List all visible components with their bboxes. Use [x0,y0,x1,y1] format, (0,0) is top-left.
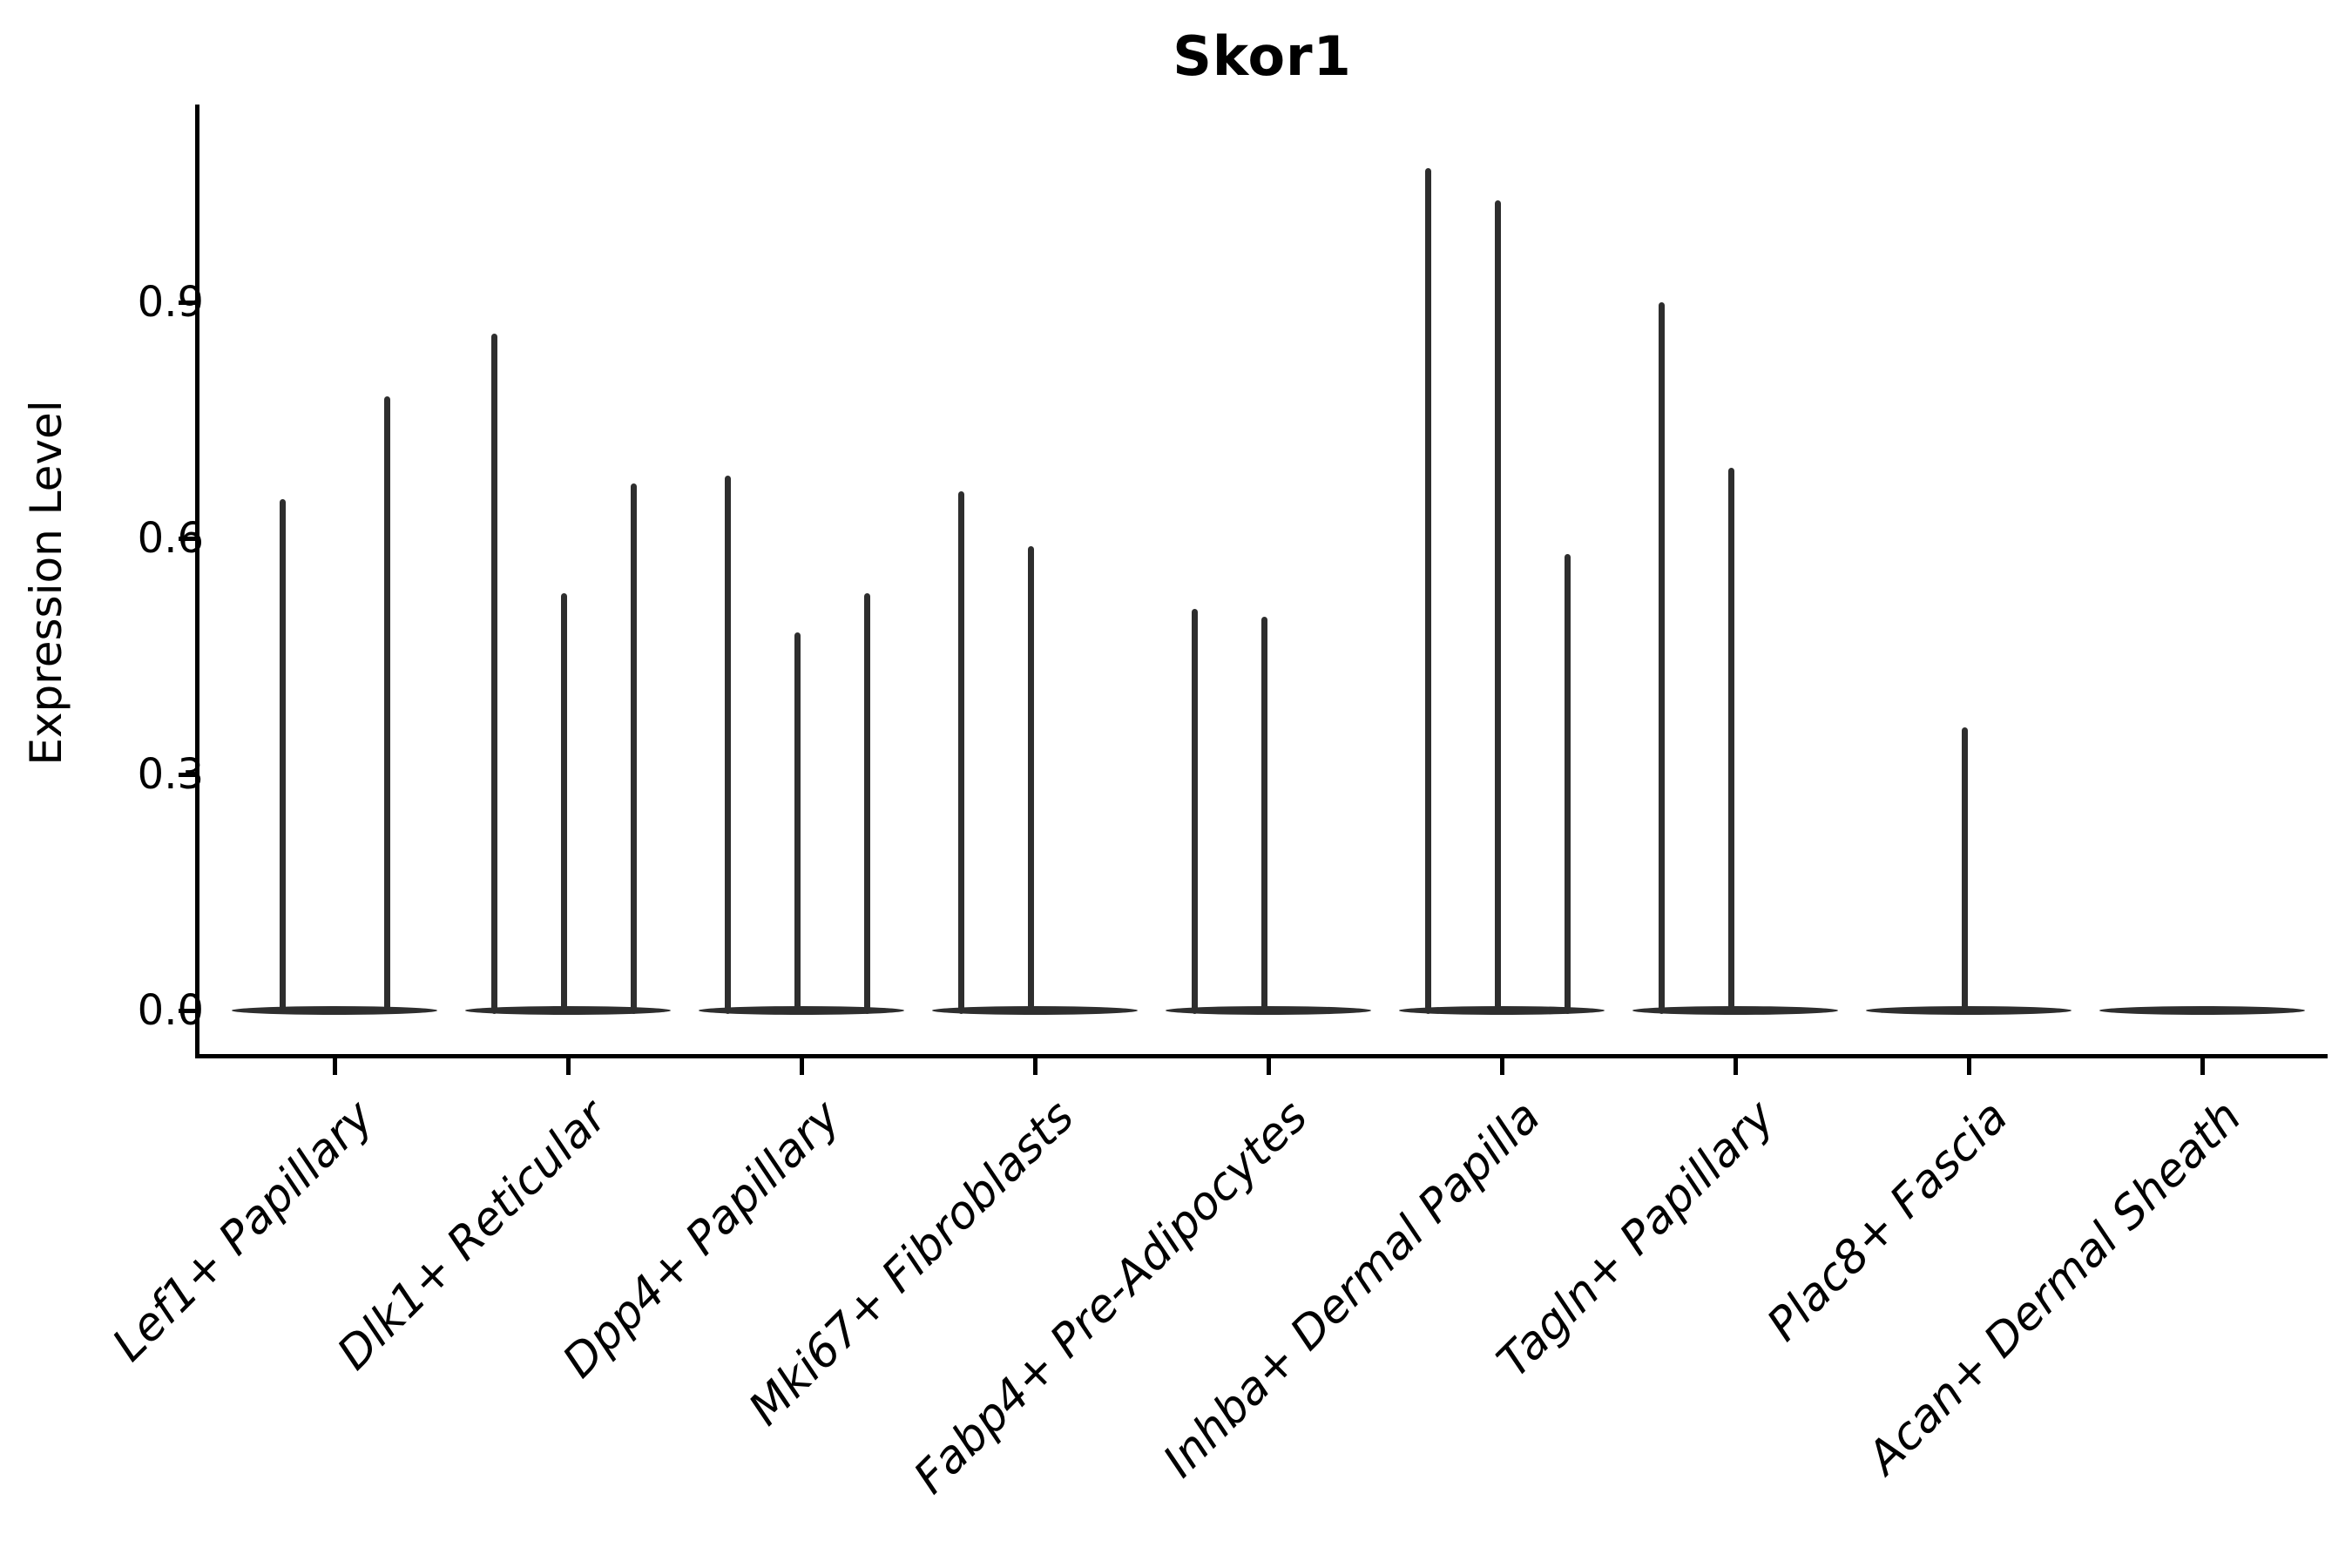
y-tick-mark [179,536,195,541]
x-tick-mark [1266,1058,1271,1075]
y-axis-spine [195,105,199,1057]
violin-baseline [1632,1006,1838,1015]
violin-spike [1260,617,1267,1014]
violin-spike [1727,467,1734,1014]
x-tick-mark [799,1058,804,1075]
y-tick-label: 0.6 [137,514,204,564]
y-tick-mark [179,1008,195,1013]
violin-spike [1191,609,1198,1014]
x-tick-mark [1733,1058,1738,1075]
y-tick-label: 0.0 [137,986,204,1035]
violin-spike [630,483,637,1014]
violin-spike [724,475,731,1014]
y-axis-label: Expression Level [21,400,71,766]
violin-spike [383,396,390,1014]
x-tick-label: Acan+ Dermal Sheath [1857,1091,2252,1484]
violin-baseline [2099,1006,2305,1015]
plot-title: Skor1 [1173,24,1352,88]
violin-spike [560,593,567,1014]
violin-baseline [1166,1006,1371,1015]
violin-spike [863,593,870,1014]
violin-baseline [232,1006,437,1015]
x-tick-mark [1032,1058,1037,1075]
violin-spike [1494,199,1501,1014]
x-tick-mark [332,1058,337,1075]
violin-spike [794,632,801,1014]
violin-spike [1658,302,1665,1014]
violin-baseline [699,1006,904,1015]
x-tick-mark [2200,1058,2205,1075]
violin-spike [1027,546,1034,1014]
y-tick-label: 0.9 [137,278,204,328]
x-tick-mark [565,1058,571,1075]
violin-spike [490,334,497,1014]
violin-baseline [1399,1006,1605,1015]
x-tick-label: Plac8+ Fascia [1757,1091,2018,1352]
violin-baseline [1866,1006,2072,1015]
violin-spike [1424,168,1431,1014]
violin-spike [1564,554,1571,1014]
y-tick-mark [179,772,195,777]
y-tick-mark [179,300,195,305]
violin-baseline [465,1006,671,1015]
violin-baseline [932,1006,1138,1015]
x-tick-label: Fabp4+ Pre-Adipocytes [903,1091,1318,1504]
x-tick-label: Inhba+ Dermal Papilla [1153,1091,1551,1488]
x-axis-spine [195,1054,2328,1058]
y-tick-label: 0.3 [137,750,204,799]
violin-spike [1961,727,1968,1014]
violin-spike [279,498,286,1014]
x-tick-mark [1966,1058,1971,1075]
x-tick-mark [1499,1058,1504,1075]
violin-spike [957,490,964,1014]
